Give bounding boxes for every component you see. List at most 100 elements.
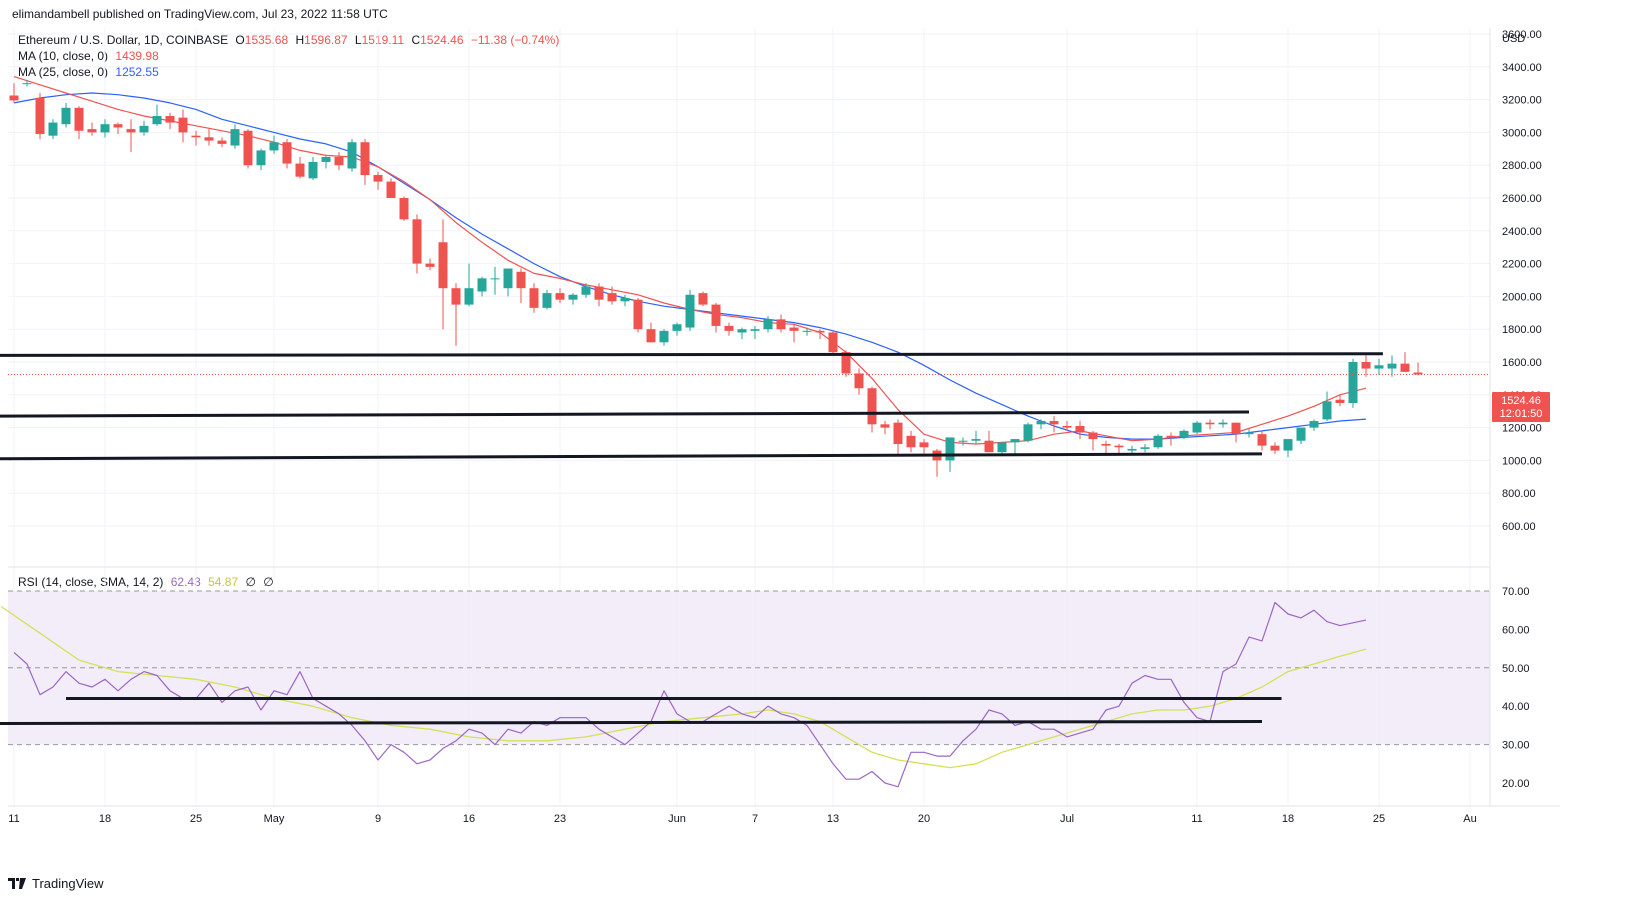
candle-body [594, 286, 604, 300]
price-trendline [0, 452, 1263, 461]
candle-body [61, 107, 71, 125]
candle-body [1231, 422, 1241, 435]
rsi-legend[interactable]: RSI (14, close, SMA, 14, 2) 62.43 54.87 … [18, 575, 278, 589]
candle-body [1088, 432, 1098, 440]
open-value: 1535.68 [244, 33, 289, 47]
candle-body [750, 329, 760, 331]
candle-body [1413, 372, 1423, 375]
price-tick-label: 1000.00 [1502, 455, 1542, 467]
candle-body [1244, 432, 1254, 435]
symbol-label[interactable]: Ethereum / U.S. Dollar, 1D, COINBASE [18, 33, 229, 47]
candle-body [1036, 421, 1046, 425]
candle-body [516, 271, 526, 289]
price-tick-label: 1600.00 [1502, 357, 1542, 369]
rsi-sma-value: 54.87 [208, 575, 239, 589]
candle-body [230, 129, 240, 146]
candle-body [243, 130, 253, 166]
candle-body [1400, 363, 1410, 372]
candle-body [919, 442, 929, 448]
candle-body [425, 263, 435, 267]
candle-body [620, 298, 630, 302]
tradingview-logo[interactable]: TradingView [8, 876, 104, 891]
candle-body [984, 440, 994, 453]
candle-body [1062, 425, 1072, 428]
candle-body [776, 319, 786, 330]
ma25-value: 1252.55 [115, 65, 159, 79]
candle-body [542, 293, 552, 308]
last-price: 1524.46 [1501, 395, 1541, 407]
candle-body [685, 294, 695, 328]
candle-body [373, 175, 383, 182]
candle-body [256, 150, 266, 166]
candle-body [1166, 435, 1176, 438]
candle-body [659, 330, 669, 343]
price-tick-label: 1800.00 [1502, 324, 1542, 336]
price-tick-label: 2600.00 [1502, 193, 1542, 205]
candle-body [113, 124, 123, 128]
price-trendline [0, 410, 1250, 418]
candle-body [282, 142, 292, 164]
candle-body [1283, 439, 1293, 451]
candle-body [1348, 362, 1358, 403]
candle-body [152, 116, 162, 125]
rsi-label: RSI (14, close, SMA, 14, 2) [18, 575, 164, 589]
candle-body [568, 294, 578, 300]
candle-body [1023, 424, 1033, 441]
time-tick-label: 9 [375, 813, 381, 825]
candle-body [321, 157, 331, 162]
candle-body [737, 329, 747, 333]
ma10-legend[interactable]: MA (10, close, 0) 1439.98 [18, 49, 163, 63]
time-tick-label: Jul [1060, 813, 1074, 825]
candle-body [997, 442, 1007, 453]
candle-body [87, 129, 97, 133]
time-tick-label: 23 [554, 813, 566, 825]
candle-body [1075, 425, 1085, 433]
ohlc-values: O1535.68 H1596.87 L1519.11 C1524.46 −11.… [235, 33, 563, 47]
time-tick-label: 18 [1282, 813, 1294, 825]
candle-body [789, 327, 799, 331]
candle-body [1010, 439, 1020, 443]
candle-body [438, 242, 448, 289]
candle-body [971, 439, 981, 441]
price-tick-label: 2000.00 [1502, 291, 1542, 303]
logo-text: TradingView [32, 876, 104, 891]
candle-body [1205, 422, 1215, 425]
candle-body [360, 142, 370, 176]
rsi-extra-1: ∅ [245, 575, 256, 589]
low-value: 1519.11 [361, 33, 405, 47]
candle-body [1140, 447, 1150, 449]
price-trendline [0, 352, 1383, 357]
rsi-band [8, 590, 1490, 746]
bar-countdown: 12:01:50 [1500, 408, 1543, 420]
time-tick-label: 16 [463, 813, 475, 825]
last-price-tag: 1524.46 12:01:50 [1492, 392, 1550, 422]
candle-body [347, 142, 357, 169]
candle-body [74, 107, 84, 131]
candle-body [334, 157, 344, 166]
ma25-line [13, 92, 1367, 440]
axes: 600.00800.001000.001200.001400.001600.00… [8, 28, 1560, 825]
candle-body [9, 95, 19, 101]
candle-body [854, 373, 864, 389]
candle-body [724, 325, 734, 331]
time-tick-label: 11 [8, 813, 19, 825]
candle-body [1192, 422, 1202, 433]
ma25-legend[interactable]: MA (25, close, 0) 1252.55 [18, 65, 163, 79]
price-tick-label: 2800.00 [1502, 160, 1542, 172]
time-tick-label: 25 [190, 813, 202, 825]
candle-body [1296, 427, 1306, 441]
publish-attribution: elimandambell published on TradingView.c… [12, 7, 388, 21]
rsi-tick-label: 30.00 [1502, 740, 1530, 752]
candle-body [22, 83, 32, 85]
candle-body [1127, 448, 1137, 451]
rsi-tick-label: 70.00 [1502, 586, 1530, 598]
tradingview-logo-icon [8, 878, 26, 889]
candle-body [503, 268, 513, 289]
price-tick-label: 2400.00 [1502, 226, 1542, 238]
candle-body [1387, 363, 1397, 369]
close-label: C [411, 33, 421, 47]
price-tick-label: 3200.00 [1502, 95, 1542, 107]
candle-body [490, 278, 500, 280]
candle-body [1218, 422, 1228, 425]
